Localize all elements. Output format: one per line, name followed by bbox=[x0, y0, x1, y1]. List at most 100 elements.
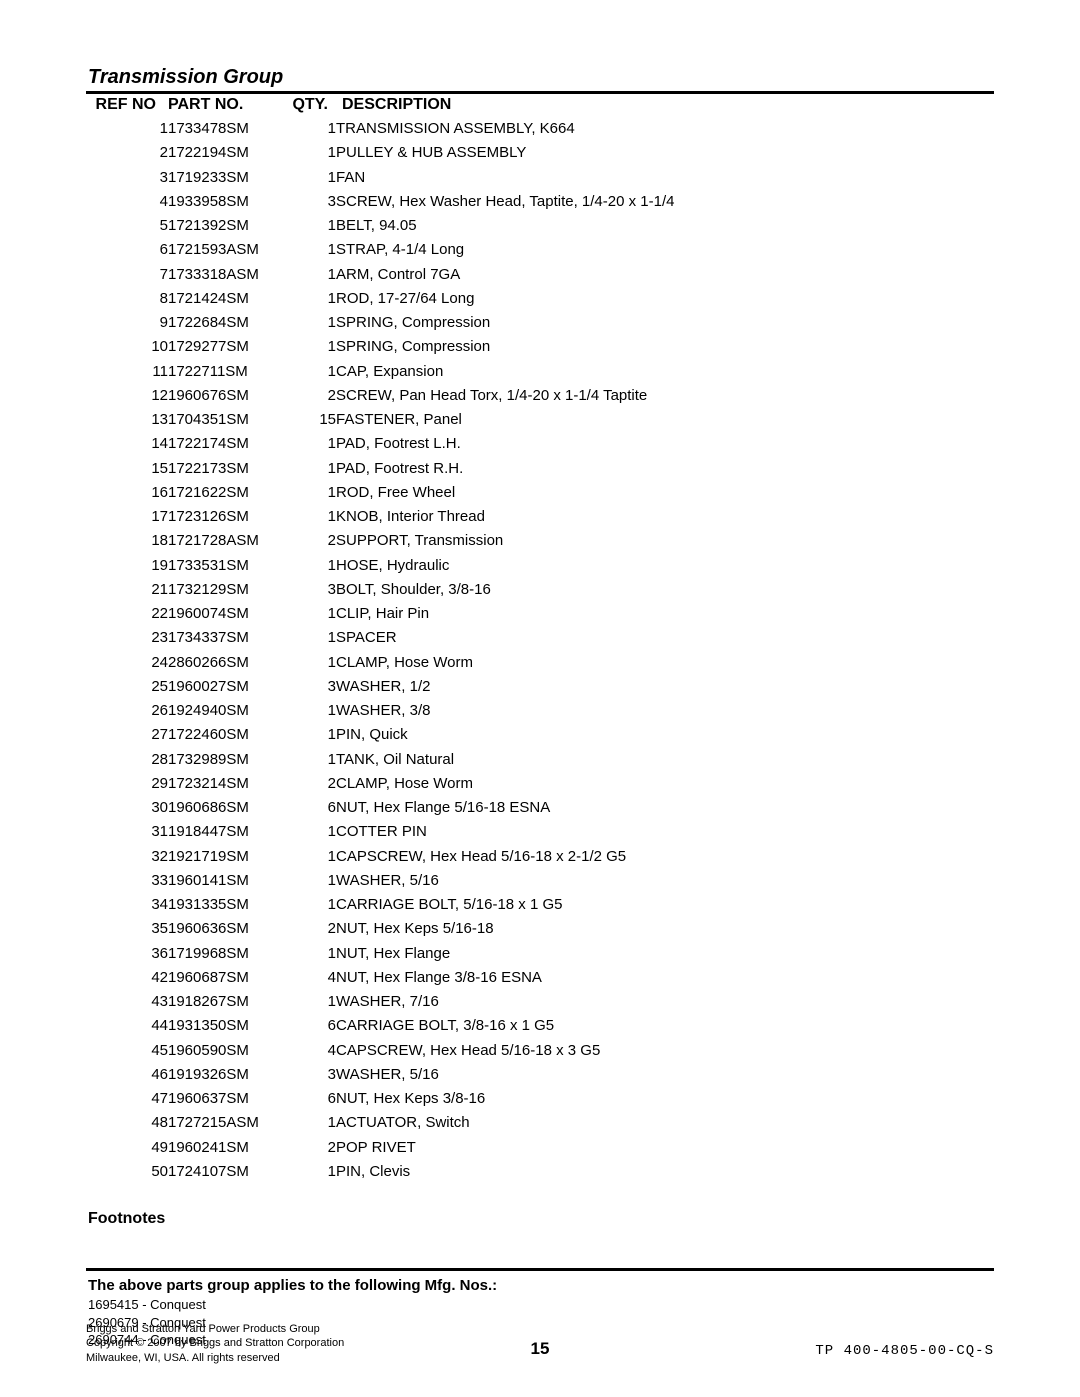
cell-qty: 1 bbox=[278, 238, 336, 262]
cell-desc: CAPSCREW, Hex Head 5/16-18 x 3 G5 bbox=[336, 1039, 994, 1063]
cell-ref: 3 bbox=[86, 166, 168, 190]
cell-part: 1960686SM bbox=[168, 796, 278, 820]
cell-desc: ROD, 17-27/64 Long bbox=[336, 287, 994, 311]
table-row: 71733318ASM1ARM, Control 7GA bbox=[86, 263, 994, 287]
cell-qty: 1 bbox=[278, 166, 336, 190]
parts-table-body: 11733478SM1TRANSMISSION ASSEMBLY, K66421… bbox=[86, 117, 994, 1184]
cell-qty: 1 bbox=[278, 311, 336, 335]
cell-desc: SUPPORT, Transmission bbox=[336, 529, 994, 553]
cell-part: 1722684SM bbox=[168, 311, 278, 335]
cell-ref: 48 bbox=[86, 1111, 168, 1135]
mid-rule bbox=[86, 1268, 994, 1271]
mfg-item: 1695415 - Conquest bbox=[88, 1296, 994, 1314]
table-row: 151722173SM1PAD, Footrest R.H. bbox=[86, 457, 994, 481]
cell-ref: 46 bbox=[86, 1063, 168, 1087]
cell-desc: BOLT, Shoulder, 3/8-16 bbox=[336, 578, 994, 602]
cell-qty: 1 bbox=[278, 457, 336, 481]
cell-qty: 1 bbox=[278, 845, 336, 869]
table-row: 231734337SM1SPACER bbox=[86, 626, 994, 650]
table-row: 161721622SM1ROD, Free Wheel bbox=[86, 481, 994, 505]
table-row: 501724107SM1PIN, Clevis bbox=[86, 1160, 994, 1184]
table-row: 281732989SM1TANK, Oil Natural bbox=[86, 748, 994, 772]
cell-ref: 42 bbox=[86, 966, 168, 990]
cell-qty: 2 bbox=[278, 772, 336, 796]
cell-part: 1732989SM bbox=[168, 748, 278, 772]
cell-part: 1727215ASM bbox=[168, 1111, 278, 1135]
cell-desc: WASHER, 7/16 bbox=[336, 990, 994, 1014]
table-row: 91722684SM1SPRING, Compression bbox=[86, 311, 994, 335]
cell-part: 1960636SM bbox=[168, 917, 278, 941]
table-row: 321921719SM1CAPSCREW, Hex Head 5/16-18 x… bbox=[86, 845, 994, 869]
cell-desc: WASHER, 1/2 bbox=[336, 675, 994, 699]
cell-ref: 8 bbox=[86, 287, 168, 311]
cell-ref: 14 bbox=[86, 432, 168, 456]
table-row: 81721424SM1ROD, 17-27/64 Long bbox=[86, 287, 994, 311]
cell-desc: TANK, Oil Natural bbox=[336, 748, 994, 772]
cell-ref: 45 bbox=[86, 1039, 168, 1063]
table-row: 51721392SM1BELT, 94.05 bbox=[86, 214, 994, 238]
cell-part: 1722711SM bbox=[168, 360, 278, 384]
page: Transmission Group REF NO PART NO. QTY. … bbox=[0, 0, 1080, 1397]
cell-ref: 13 bbox=[86, 408, 168, 432]
cell-ref: 23 bbox=[86, 626, 168, 650]
cell-part: 1719233SM bbox=[168, 166, 278, 190]
cell-desc: FAN bbox=[336, 166, 994, 190]
table-row: 11733478SM1TRANSMISSION ASSEMBLY, K664 bbox=[86, 117, 994, 141]
cell-ref: 18 bbox=[86, 529, 168, 553]
cell-qty: 1 bbox=[278, 748, 336, 772]
cell-desc: SPACER bbox=[336, 626, 994, 650]
cell-qty: 15 bbox=[278, 408, 336, 432]
cell-part: 1960637SM bbox=[168, 1087, 278, 1111]
table-row: 461919326SM3WASHER, 5/16 bbox=[86, 1063, 994, 1087]
cell-ref: 36 bbox=[86, 942, 168, 966]
table-row: 141722174SM1PAD, Footrest L.H. bbox=[86, 432, 994, 456]
cell-desc: NUT, Hex Flange bbox=[336, 942, 994, 966]
cell-part: 2860266SM bbox=[168, 651, 278, 675]
cell-desc: CARRIAGE BOLT, 5/16-18 x 1 G5 bbox=[336, 893, 994, 917]
cell-part: 1960027SM bbox=[168, 675, 278, 699]
cell-part: 1960687SM bbox=[168, 966, 278, 990]
table-row: 211732129SM3BOLT, Shoulder, 3/8-16 bbox=[86, 578, 994, 602]
cell-desc: PAD, Footrest R.H. bbox=[336, 457, 994, 481]
cell-desc: NUT, Hex Keps 3/8-16 bbox=[336, 1087, 994, 1111]
cell-part: 1723214SM bbox=[168, 772, 278, 796]
cell-qty: 3 bbox=[278, 1063, 336, 1087]
cell-qty: 1 bbox=[278, 869, 336, 893]
cell-qty: 1 bbox=[278, 990, 336, 1014]
cell-ref: 44 bbox=[86, 1014, 168, 1038]
cell-ref: 32 bbox=[86, 845, 168, 869]
table-row: 441931350SM6CARRIAGE BOLT, 3/8-16 x 1 G5 bbox=[86, 1014, 994, 1038]
cell-ref: 2 bbox=[86, 141, 168, 165]
cell-ref: 5 bbox=[86, 214, 168, 238]
footnotes-title: Footnotes bbox=[86, 1210, 994, 1228]
footer-line1: Briggs and Stratton Yard Power Products … bbox=[86, 1322, 994, 1336]
cell-qty: 1 bbox=[278, 893, 336, 917]
cell-ref: 21 bbox=[86, 578, 168, 602]
cell-part: 1704351SM bbox=[168, 408, 278, 432]
cell-qty: 1 bbox=[278, 432, 336, 456]
cell-qty: 6 bbox=[278, 1014, 336, 1038]
cell-ref: 28 bbox=[86, 748, 168, 772]
table-row: 301960686SM6NUT, Hex Flange 5/16-18 ESNA bbox=[86, 796, 994, 820]
cell-part: 1721392SM bbox=[168, 214, 278, 238]
table-row: 121960676SM2SCREW, Pan Head Torx, 1/4-20… bbox=[86, 384, 994, 408]
cell-ref: 50 bbox=[86, 1160, 168, 1184]
table-row: 491960241SM2POP RIVET bbox=[86, 1136, 994, 1160]
cell-part: 1721593ASM bbox=[168, 238, 278, 262]
cell-desc: SPRING, Compression bbox=[336, 335, 994, 359]
cell-part: 1729277SM bbox=[168, 335, 278, 359]
cell-part: 1722173SM bbox=[168, 457, 278, 481]
cell-desc: BELT, 94.05 bbox=[336, 214, 994, 238]
cell-ref: 12 bbox=[86, 384, 168, 408]
parts-table-header: REF NO PART NO. QTY. DESCRIPTION bbox=[86, 94, 994, 117]
table-row: 61721593ASM1STRAP, 4-1/4 Long bbox=[86, 238, 994, 262]
table-row: 311918447SM1COTTER PIN bbox=[86, 820, 994, 844]
cell-qty: 1 bbox=[278, 699, 336, 723]
cell-ref: 10 bbox=[86, 335, 168, 359]
table-row: 251960027SM3WASHER, 1/2 bbox=[86, 675, 994, 699]
cell-part: 1933958SM bbox=[168, 190, 278, 214]
cell-part: 1722194SM bbox=[168, 141, 278, 165]
cell-part: 1921719SM bbox=[168, 845, 278, 869]
cell-desc: STRAP, 4-1/4 Long bbox=[336, 238, 994, 262]
cell-ref: 43 bbox=[86, 990, 168, 1014]
